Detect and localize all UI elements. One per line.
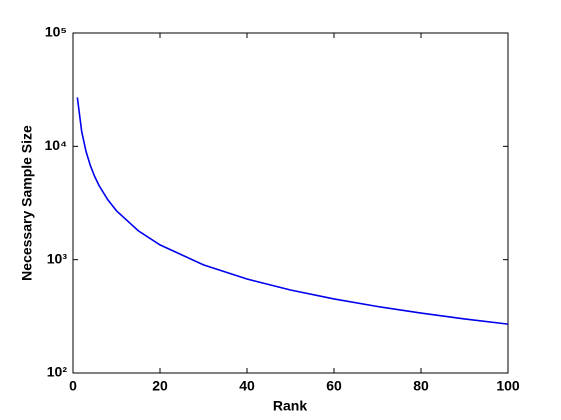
y-tick-label: 10² <box>47 364 68 380</box>
x-axis-label: Rank <box>273 398 307 414</box>
plot-frame <box>72 32 509 374</box>
data-line <box>76 97 509 325</box>
x-tick-label: 0 <box>69 378 77 394</box>
y-tick-label: 10⁵ <box>45 24 67 40</box>
x-tick-label: 40 <box>239 378 255 394</box>
x-tick-label: 60 <box>326 378 342 394</box>
y-tick-label: 10³ <box>47 250 68 266</box>
y-axis-label: Necessary Sample Size <box>19 125 35 281</box>
x-tick-label: 80 <box>413 378 429 394</box>
x-tick-label: 20 <box>152 378 168 394</box>
y-tick-label: 10⁴ <box>45 137 68 153</box>
x-tick-label: 100 <box>496 378 520 394</box>
